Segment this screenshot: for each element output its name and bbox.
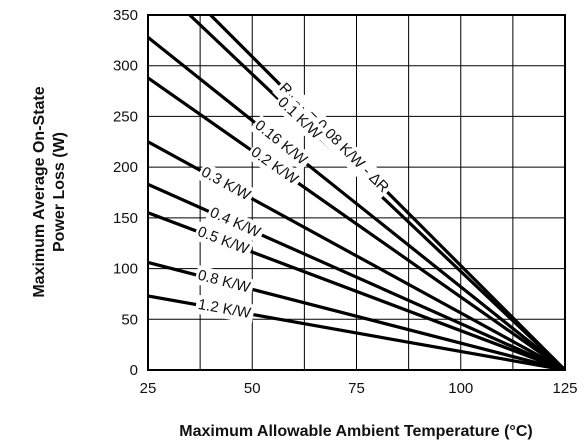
y-tick-label: 350 — [113, 7, 138, 24]
y-tick-label: 250 — [113, 108, 138, 125]
series-line — [209, 15, 565, 370]
y-tick-label: 100 — [113, 261, 138, 278]
series-line — [148, 36, 565, 370]
x-tick-label: 100 — [448, 380, 473, 397]
series-label-background — [196, 161, 257, 207]
y-tick-label: 150 — [113, 210, 138, 227]
plot-frame — [147, 14, 566, 371]
series-label-background — [272, 77, 395, 200]
series-label-background — [194, 294, 256, 324]
series-label-background — [272, 91, 328, 146]
x-tick-label: 125 — [552, 380, 577, 397]
x-tick-label: 50 — [244, 380, 261, 397]
y-axis-title-line1: Maximum Average On-State — [31, 86, 48, 297]
series-line — [148, 76, 565, 370]
series-label-background — [193, 221, 255, 260]
y-tick-label: 200 — [113, 159, 138, 176]
y-tick-label: 50 — [121, 311, 138, 328]
x-axis-title: Maximum Allowable Ambient Temperature (°… — [179, 423, 532, 440]
axis-ticks: 25 50 75 100 125 0 50 100 150 200 250 300 350 — [113, 7, 578, 397]
series-label-background — [249, 114, 314, 172]
y-tick-label: 0 — [130, 362, 138, 379]
y-tick-label: 300 — [113, 58, 138, 75]
x-tick-label: 75 — [348, 380, 365, 397]
series-label-background — [205, 202, 266, 244]
x-tick-label: 25 — [140, 380, 157, 397]
y-axis-title-line2: Power Loss (W) — [51, 132, 68, 252]
series-label-background — [193, 265, 255, 299]
series-label-background — [245, 141, 305, 191]
